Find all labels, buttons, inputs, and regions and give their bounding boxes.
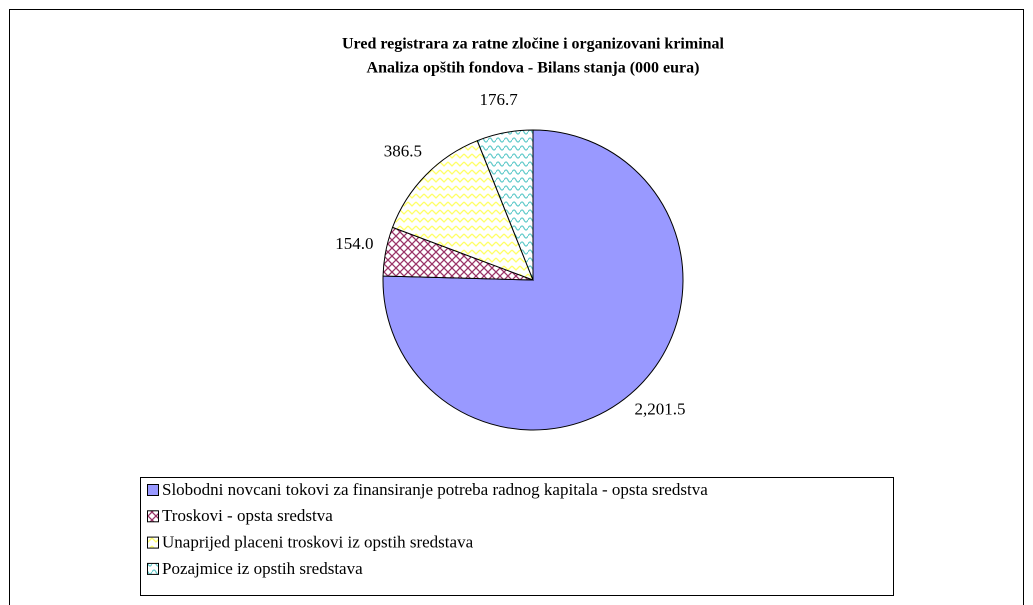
legend-box	[140, 477, 894, 596]
legend-label: Unaprijed placeni troskovi iz opstih sre…	[162, 533, 474, 552]
data-label: 2,201.5	[634, 399, 685, 418]
legend-swatch	[147, 484, 159, 496]
pie-slice	[476, 129, 534, 281]
chart-title: Ured registrara za ratne zločine i organ…	[342, 36, 725, 53]
legend-label: Pozajmice iz opstih sredstava	[162, 559, 363, 578]
data-label: 154.0	[335, 234, 373, 253]
legend-swatch	[147, 562, 159, 575]
legend-label: Slobodni novcani tokovi za finansiranje …	[162, 480, 708, 499]
pie-slice	[391, 140, 534, 281]
data-label: 176.7	[479, 90, 518, 109]
chart-subtitle: Analiza opštih fondova - Bilans stanja (…	[367, 60, 700, 77]
legend-swatch	[147, 536, 159, 549]
legend-swatch	[147, 510, 159, 523]
legend-label: Troskovi - opsta sredstva	[162, 506, 333, 525]
data-label: 386.5	[384, 142, 422, 161]
chart-frame	[9, 9, 1024, 605]
